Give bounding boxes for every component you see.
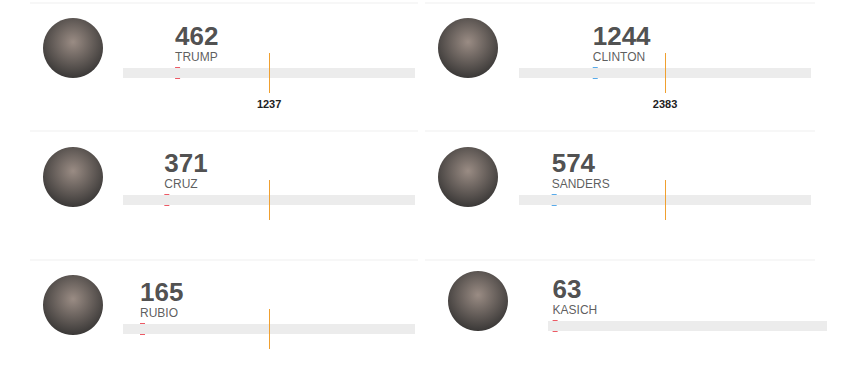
svg-text:RUBIO: RUBIO: [140, 306, 178, 320]
svg-text:KASICH: KASICH: [553, 303, 598, 317]
svg-text:2383: 2383: [653, 98, 677, 110]
svg-text:TRUMP: TRUMP: [175, 50, 218, 64]
svg-text:1237: 1237: [257, 98, 281, 110]
svg-text:574: 574: [552, 148, 596, 178]
svg-text:1244: 1244: [593, 21, 651, 51]
svg-text:CRUZ: CRUZ: [164, 177, 197, 191]
svg-text:371: 371: [164, 148, 207, 178]
svg-text:165: 165: [140, 277, 183, 307]
svg-text:63: 63: [553, 274, 582, 304]
svg-text:462: 462: [175, 21, 218, 51]
svg-text:CLINTON: CLINTON: [593, 50, 645, 64]
svg-text:SANDERS: SANDERS: [552, 177, 610, 191]
